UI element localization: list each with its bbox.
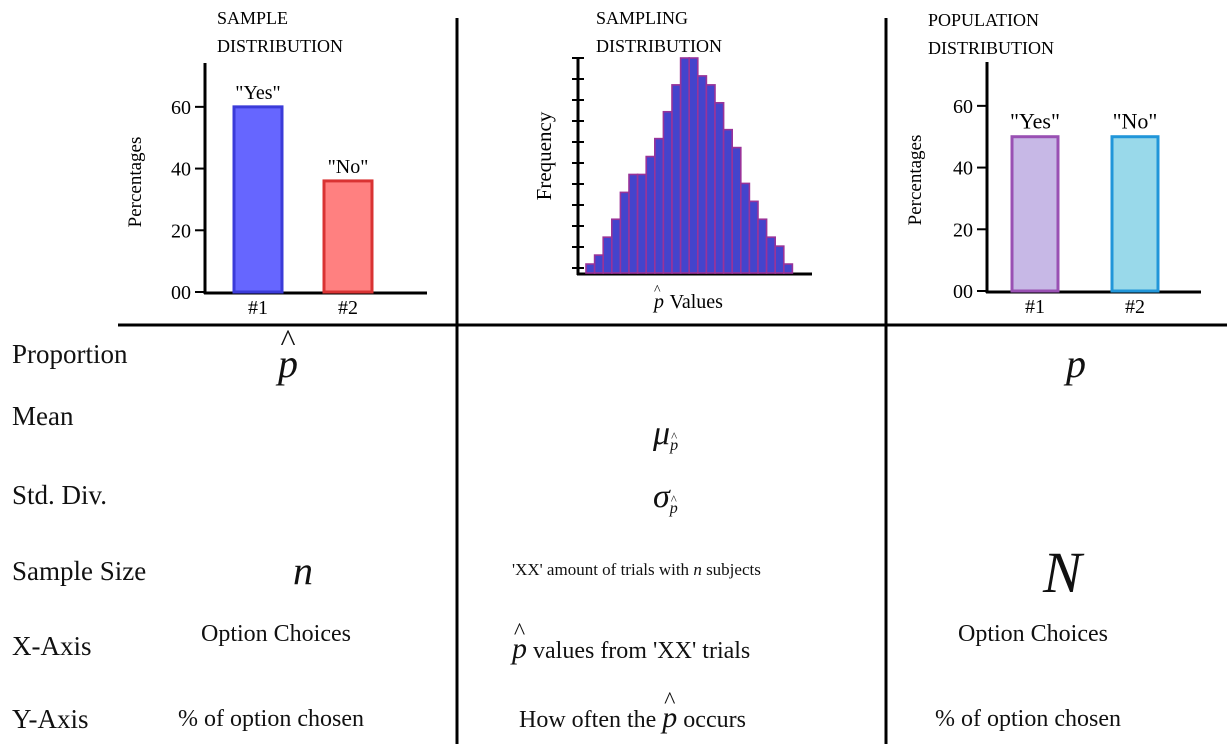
sampling-size-post: subjects bbox=[701, 560, 761, 579]
population-category-label: #1 bbox=[1025, 296, 1045, 318]
population-x-axis-text: Option Choices bbox=[958, 621, 1108, 647]
sample-x-axis-text: Option Choices bbox=[201, 621, 351, 647]
row-label-y-axis: Y-Axis bbox=[12, 704, 89, 734]
p-hat-symbol: p bbox=[662, 701, 677, 735]
sample-bar-label: "Yes" bbox=[235, 82, 280, 104]
sampling-histogram-bar bbox=[611, 218, 622, 274]
sample-y-axis-text: % of option chosen bbox=[178, 706, 364, 732]
population-distribution-chart: POPULATION DISTRIBUTION Percentages 00 20… bbox=[905, 10, 1201, 318]
sampling-histogram-bar bbox=[774, 245, 785, 274]
population-y-axis-text: % of option chosen bbox=[935, 706, 1121, 732]
sample-tick-label: 20 bbox=[171, 220, 191, 242]
std-subscript: p bbox=[670, 500, 678, 518]
sampling-histogram-bar bbox=[602, 236, 613, 274]
sample-proportion-symbol: p bbox=[278, 340, 298, 387]
sampling-histogram-bar bbox=[628, 173, 639, 274]
population-bar-label: "No" bbox=[1113, 109, 1158, 134]
sample-bar-2 bbox=[322, 179, 374, 294]
sampling-histogram-bar bbox=[731, 146, 742, 274]
population-tick-label: 20 bbox=[953, 219, 973, 241]
sampling-distribution-chart: SAMPLING DISTRIBUTION Frequency p ^ Valu… bbox=[532, 8, 812, 313]
p-hat-symbol: p bbox=[278, 340, 298, 387]
row-label-std: Std. Div. bbox=[12, 480, 108, 510]
population-bar-1 bbox=[1010, 135, 1060, 293]
sampling-histogram-bar bbox=[679, 57, 691, 274]
sampling-x-axis-text: p values from 'XX' trials bbox=[512, 632, 750, 666]
sampling-histogram-bar bbox=[619, 191, 630, 274]
sigma-symbol: σ bbox=[653, 478, 670, 515]
sampling-histogram-bar bbox=[593, 254, 604, 274]
sampling-histogram-bar bbox=[585, 263, 596, 274]
sampling-y-axis-post: occurs bbox=[677, 707, 746, 733]
n-symbol: n bbox=[693, 560, 702, 579]
sampling-histogram-bar bbox=[645, 155, 656, 274]
population-tick-label: 40 bbox=[953, 158, 973, 180]
sample-tick-label: 40 bbox=[171, 159, 191, 181]
sample-distribution-chart: SAMPLE DISTRIBUTION Percentages 00 20 40 60… bbox=[125, 8, 427, 319]
sampling-histogram-bar bbox=[765, 236, 777, 274]
population-title-line2: DISTRIBUTION bbox=[928, 38, 1054, 58]
sample-ylabel: Percentages bbox=[125, 137, 146, 228]
sample-size-symbol: n bbox=[293, 548, 313, 593]
sampling-histogram-bar bbox=[671, 84, 682, 274]
sampling-histogram-bar bbox=[636, 173, 647, 274]
population-category-label: #2 bbox=[1125, 296, 1145, 318]
sampling-histogram-bar bbox=[654, 137, 665, 274]
p-hat-symbol: p bbox=[652, 291, 664, 313]
population-ylabel: Percentages bbox=[905, 135, 926, 226]
population-tick-label: 00 bbox=[953, 281, 973, 303]
sampling-histogram-bar bbox=[714, 101, 725, 274]
sample-bar-1 bbox=[232, 105, 284, 294]
population-title-line1: POPULATION bbox=[928, 10, 1039, 30]
sampling-histogram-bar bbox=[705, 84, 716, 274]
sample-title-line1: SAMPLE bbox=[217, 8, 288, 28]
row-label-sample-size: Sample Size bbox=[12, 556, 147, 586]
sample-category-label: #2 bbox=[338, 297, 358, 319]
population-tick-label: 60 bbox=[953, 96, 973, 118]
sampling-histogram-bar bbox=[757, 218, 768, 274]
sample-tick-label: 00 bbox=[171, 282, 191, 304]
sample-bar-label: "No" bbox=[328, 156, 369, 178]
sample-tick-label: 60 bbox=[171, 97, 191, 119]
sampling-histogram-bar bbox=[697, 75, 708, 274]
mu-symbol: μ bbox=[653, 415, 671, 452]
sampling-histogram-bar bbox=[740, 182, 751, 274]
sampling-histogram-bar bbox=[782, 263, 794, 274]
sampling-title-line1: SAMPLING bbox=[596, 8, 688, 28]
sampling-x-axis-desc: values from 'XX' trials bbox=[527, 638, 751, 664]
sampling-size-pre: 'XX' amount of trials with bbox=[512, 560, 694, 579]
sampling-xlabel: p ^ Values bbox=[652, 283, 723, 313]
sampling-histogram-bar bbox=[662, 110, 673, 274]
sampling-xlabel-text: Values bbox=[665, 291, 723, 313]
sampling-ylabel: Frequency bbox=[532, 111, 556, 200]
population-bar-label: "Yes" bbox=[1010, 109, 1060, 134]
population-size-symbol: N bbox=[1043, 540, 1082, 605]
mean-subscript: p bbox=[670, 437, 678, 455]
sampling-title-line2: DISTRIBUTION bbox=[596, 36, 722, 56]
sampling-histogram-bar bbox=[748, 200, 759, 274]
p-hat-symbol: p bbox=[512, 632, 527, 666]
sampling-histogram-bar bbox=[722, 128, 734, 274]
population-proportion-symbol: p bbox=[1066, 341, 1086, 386]
sampling-mean-symbol: μp bbox=[653, 415, 678, 455]
row-label-x-axis: X-Axis bbox=[12, 631, 92, 661]
sample-category-label: #1 bbox=[248, 297, 268, 319]
sample-title-line2: DISTRIBUTION bbox=[217, 36, 343, 56]
sampling-histogram-bar bbox=[688, 57, 699, 274]
row-label-proportion: Proportion bbox=[12, 339, 128, 369]
sampling-y-axis-pre: How often the bbox=[519, 707, 663, 733]
sampling-y-axis-text: How often the p occurs bbox=[519, 701, 746, 735]
sampling-size-text: 'XX' amount of trials with n subjects bbox=[512, 560, 761, 580]
row-label-mean: Mean bbox=[12, 401, 74, 431]
population-bar-2 bbox=[1110, 135, 1160, 293]
hat-mark: ^ bbox=[654, 283, 661, 298]
sampling-std-symbol: σp bbox=[653, 478, 678, 518]
